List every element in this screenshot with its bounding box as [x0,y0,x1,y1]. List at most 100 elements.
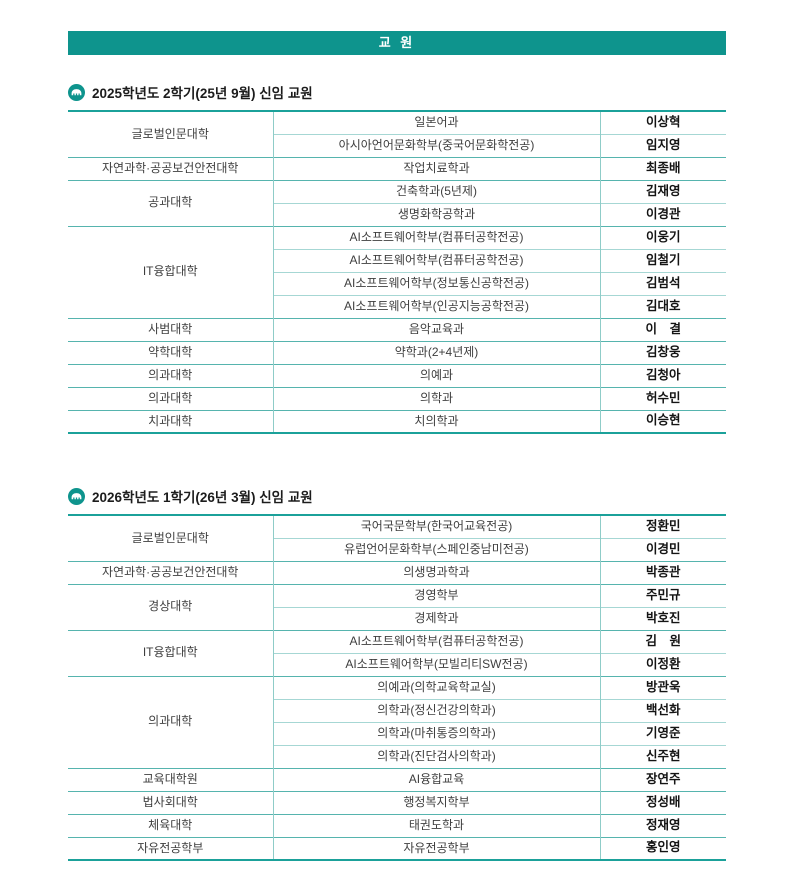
table-row: 생명화학공학과 이경관 [68,202,726,226]
table-row: 약학대학 약학과(2+4년제) 김창웅 [68,340,726,364]
table-row: 의학과(진단검사의학과) 신주현 [68,744,726,768]
college-cell: IT융합대학 [68,225,273,318]
department-cell: 태권도학과 [272,813,601,837]
table-row: 치과대학 치의학과 이승현 [68,409,726,433]
name-cell: 최종배 [600,156,726,180]
department-cell: 의학과 [272,386,601,410]
name-cell: 백선화 [600,698,726,722]
department-cell: 생명화학공학과 [272,202,601,226]
section-heading-label: 2026학년도 1학기(26년 3월) 신임 교원 [92,490,313,505]
name-cell: 이 결 [600,317,726,341]
name-cell: 김범석 [600,271,726,295]
name-cell: 김재영 [600,179,726,203]
department-cell: AI소프트웨어학부(컴퓨터공학전공) [272,629,601,653]
name-cell: 이승현 [600,409,726,433]
faculty-table: 글로벌인문대학 국어국문학부(한국어교육전공) 정환민 유럽언어문화학부(스페인중남미… [68,514,726,861]
college-cell: 경상대학 [68,583,273,630]
college-cell: 자연과학·공공보건안전대학 [68,156,273,180]
department-cell: AI소프트웨어학부(컴퓨터공학전공) [272,248,601,272]
name-cell: 정성배 [600,790,726,814]
college-cell: 체육대학 [68,813,273,837]
table-row: AI소프트웨어학부(정보통신공학전공) 김범석 [68,271,726,295]
table-row: 유럽언어문화학부(스페인중남미전공) 이경민 [68,537,726,561]
name-cell: 이상혁 [645,114,681,129]
table-row: 의학과(마취통증의학과) 기영준 [68,721,726,745]
table-row: 경제학과 박호진 [68,606,726,630]
department-cell: 음악교육과 [272,317,601,341]
table-row: 공과대학 건축학과(5년제) 김재영 [68,179,726,226]
department-cell: 경제학과 [272,606,601,630]
name-cell: 박종관 [600,560,726,584]
section-heading-label: 2025학년도 2학기(25년 9월) 신임 교원 [92,86,313,101]
table-row: AI소프트웨어학부(모빌리티SW전공) 이정환 [68,652,726,676]
department-cell: 건축학과(5년제) [272,179,601,203]
table-row: 체육대학 태권도학과 정재영 [68,813,726,837]
section-heading: 2026학년도 1학기(26년 3월) 신임 교원 [68,486,726,506]
name-cell: 이경민 [600,537,726,561]
table-row: 아시아언어문화학부(중국어문화학전공) 임지영 [68,133,726,157]
table-row: 글로벌인문대학 국어국문학부(한국어교육전공) 정환민 [68,515,726,544]
college-cell: IT융합대학 [68,629,273,676]
table-row: 교육대학원 AI융합교육 장연주 [68,767,726,791]
college-cell: 약학대학 [68,340,273,364]
department-cell: 작업치료학과 [272,156,601,180]
name-cell: 홍인영 [600,836,726,860]
name-cell: 김청아 [600,363,726,387]
department-cell: 의학과(정신건강의학과) [272,698,601,722]
department-cell: 경영학부 [272,583,601,607]
college-cell: 교육대학원 [68,767,273,791]
section-heading: 2025학년도 2학기(25년 9월) 신임 교원 [68,82,726,102]
college-cell: 사범대학 [68,317,273,341]
department-cell: 의학과(마취통증의학과) [272,721,601,745]
college-cell: 의과대학 [68,675,273,768]
name-cell: 김대호 [600,294,726,318]
table-row: 자연과학·공공보건안전대학 작업치료학과 최종배 [68,156,726,180]
page-banner: 교 원 [68,31,726,55]
department-cell: 의예과 [272,363,601,387]
table-row: AI소프트웨어학부(인공지능공학전공) 김대호 [68,294,726,318]
table-row: 글로벌인문대학 일본어과 이상혁 [68,111,726,140]
university-emblem-icon [68,487,85,505]
department-cell: 국어국문학부(한국어교육전공) [272,515,601,538]
college-cell: 자유전공학부 [68,836,273,860]
table-row: AI소프트웨어학부(컴퓨터공학전공) 임철기 [68,248,726,272]
name-cell: 정재영 [600,813,726,837]
table-row: IT융합대학 AI소프트웨어학부(컴퓨터공학전공) 김 원 [68,629,726,676]
name-cell: 기영준 [600,721,726,745]
name-cell: 방관욱 [600,675,726,699]
department-cell: AI소프트웨어학부(컴퓨터공학전공) [272,225,601,249]
department-cell: 의예과(의학교육학교실) [272,675,601,699]
table-row: 법사회대학 행정복지학부 정성배 [68,790,726,814]
college-cell: 의과대학 [68,386,273,410]
name-cell: 김창웅 [600,340,726,364]
name-cell: 박호진 [600,606,726,630]
table-row: 의과대학 의학과 허수민 [68,386,726,410]
table-row: 자연과학·공공보건안전대학 의생명과학과 박종관 [68,560,726,584]
department-cell: 의학과(진단검사의학과) [272,744,601,768]
department-cell: 치의학과 [272,409,601,433]
table-row: 경상대학 경영학부 주민규 [68,583,726,630]
name-cell: 이경관 [600,202,726,226]
college-cell: 치과대학 [68,409,273,433]
name-cell: 장연주 [600,767,726,791]
college-cell: 공과대학 [68,179,273,226]
department-cell: AI소프트웨어학부(정보통신공학전공) [272,271,601,295]
department-cell: 약학과(2+4년제) [272,340,601,364]
name-cell: 김 원 [600,629,726,653]
department-cell: 아시아언어문화학부(중국어문화학전공) [272,133,601,157]
name-cell: 이웅기 [600,225,726,249]
name-cell: 주민규 [600,583,726,607]
department-cell: AI소프트웨어학부(인공지능공학전공) [272,294,601,318]
department-cell: 자유전공학부 [272,836,601,860]
table-row: 의과대학 의예과(의학교육학교실) 방관욱 [68,675,726,768]
college-cell: 자연과학·공공보건안전대학 [68,560,273,584]
department-cell: 의생명과학과 [272,560,601,584]
department-cell: AI소프트웨어학부(모빌리티SW전공) [272,652,601,676]
table-row: 의과대학 의예과 김청아 [68,363,726,387]
department-cell: 행정복지학부 [272,790,601,814]
name-cell: 임지영 [600,133,726,157]
name-cell: 이정환 [600,652,726,676]
